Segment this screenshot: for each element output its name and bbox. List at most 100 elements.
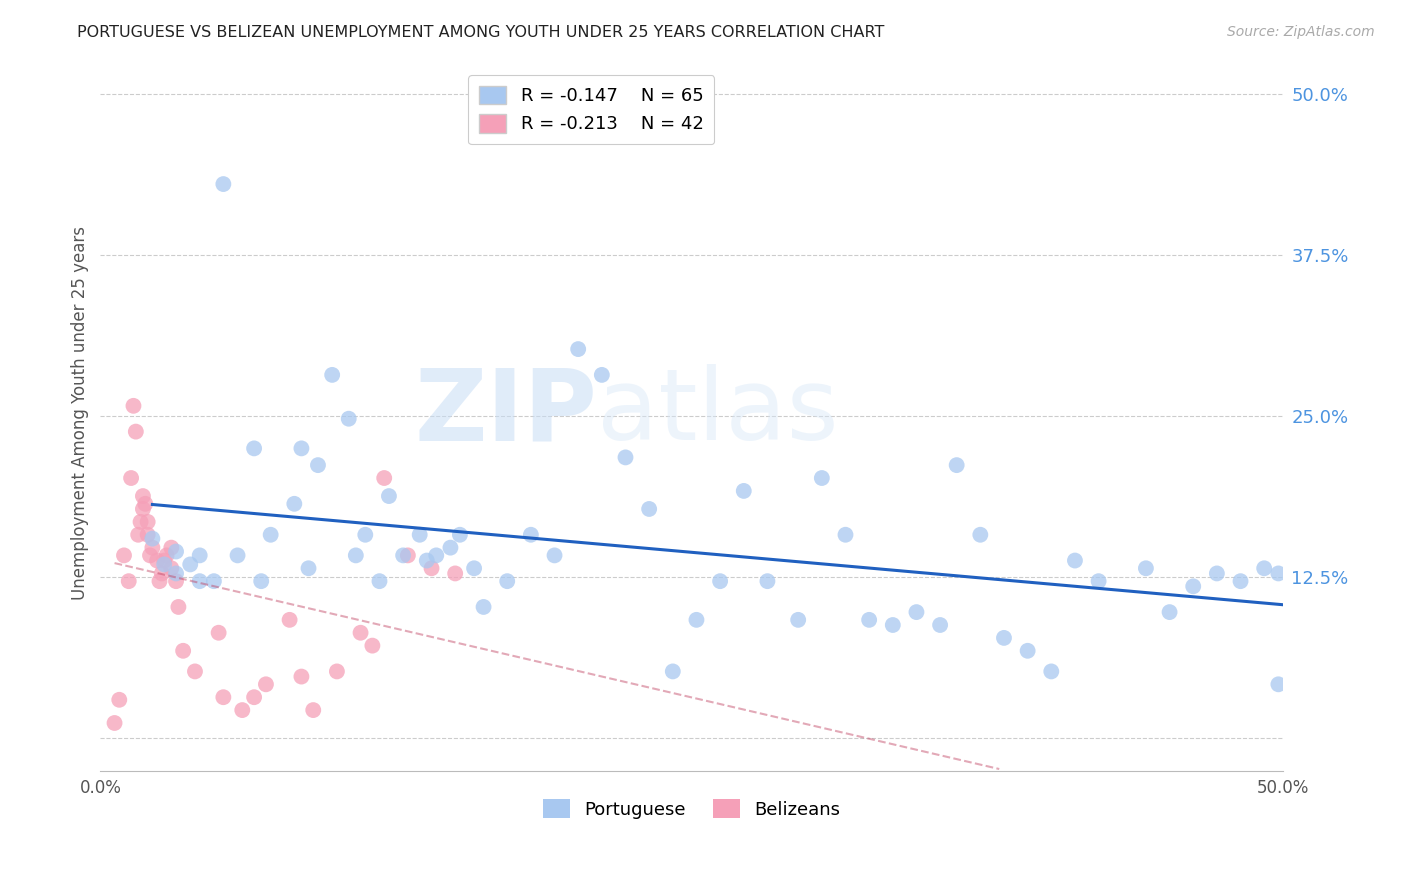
Point — [172, 644, 194, 658]
Point — [392, 549, 415, 563]
Point — [420, 561, 443, 575]
Point — [146, 553, 169, 567]
Point — [858, 613, 880, 627]
Point — [148, 574, 170, 589]
Point — [153, 558, 176, 572]
Point — [160, 541, 183, 555]
Point — [141, 541, 163, 555]
Point — [787, 613, 810, 627]
Point — [1087, 574, 1109, 589]
Point — [1229, 574, 1251, 589]
Point — [662, 665, 685, 679]
Point — [472, 599, 495, 614]
Point — [231, 703, 253, 717]
Point — [905, 605, 928, 619]
Point — [202, 574, 225, 589]
Point — [1159, 605, 1181, 619]
Point — [179, 558, 201, 572]
Point — [118, 574, 141, 589]
Point — [307, 458, 329, 472]
Point — [153, 553, 176, 567]
Text: PORTUGUESE VS BELIZEAN UNEMPLOYMENT AMONG YOUTH UNDER 25 YEARS CORRELATION CHART: PORTUGUESE VS BELIZEAN UNEMPLOYMENT AMON… — [77, 25, 884, 40]
Point — [373, 471, 395, 485]
Point — [250, 574, 273, 589]
Point — [141, 532, 163, 546]
Point — [520, 527, 543, 541]
Point — [614, 450, 637, 465]
Point — [290, 669, 312, 683]
Point — [165, 574, 187, 589]
Point — [120, 471, 142, 485]
Point — [1205, 566, 1227, 581]
Point — [444, 566, 467, 581]
Point — [150, 566, 173, 581]
Point — [108, 693, 131, 707]
Point — [167, 599, 190, 614]
Point — [349, 625, 371, 640]
Text: Source: ZipAtlas.com: Source: ZipAtlas.com — [1227, 25, 1375, 39]
Point — [449, 527, 471, 541]
Point — [409, 527, 432, 541]
Point — [1253, 561, 1275, 575]
Point — [165, 566, 187, 581]
Point — [416, 553, 439, 567]
Point — [463, 561, 485, 575]
Point — [188, 549, 211, 563]
Point — [243, 442, 266, 456]
Text: ZIP: ZIP — [415, 365, 598, 461]
Point — [132, 489, 155, 503]
Point — [354, 527, 377, 541]
Point — [882, 618, 904, 632]
Point — [165, 544, 187, 558]
Point — [136, 527, 159, 541]
Point — [439, 541, 461, 555]
Point — [321, 368, 343, 382]
Point — [155, 549, 177, 563]
Point — [160, 561, 183, 575]
Point — [125, 425, 148, 439]
Point — [260, 527, 283, 541]
Point — [1017, 644, 1039, 658]
Point — [378, 489, 401, 503]
Point — [945, 458, 967, 472]
Point — [709, 574, 731, 589]
Point — [361, 639, 384, 653]
Point — [297, 561, 319, 575]
Point — [254, 677, 277, 691]
Point — [1182, 579, 1205, 593]
Point — [811, 471, 834, 485]
Point — [638, 502, 661, 516]
Point — [1040, 665, 1063, 679]
Point — [278, 613, 301, 627]
Point — [127, 527, 149, 541]
Point — [290, 442, 312, 456]
Point — [425, 549, 447, 563]
Point — [685, 613, 707, 627]
Point — [243, 690, 266, 705]
Point — [283, 497, 305, 511]
Point — [134, 497, 156, 511]
Point — [756, 574, 779, 589]
Point — [212, 177, 235, 191]
Point — [1267, 677, 1289, 691]
Point — [929, 618, 952, 632]
Point — [344, 549, 367, 563]
Point — [207, 625, 229, 640]
Point — [184, 665, 207, 679]
Point — [112, 549, 135, 563]
Point — [136, 515, 159, 529]
Y-axis label: Unemployment Among Youth under 25 years: Unemployment Among Youth under 25 years — [72, 226, 89, 600]
Point — [733, 483, 755, 498]
Point — [226, 549, 249, 563]
Point — [496, 574, 519, 589]
Point — [129, 515, 152, 529]
Point — [132, 502, 155, 516]
Point — [337, 411, 360, 425]
Point — [567, 342, 589, 356]
Legend: Portuguese, Belizeans: Portuguese, Belizeans — [536, 792, 848, 826]
Point — [122, 399, 145, 413]
Point — [969, 527, 991, 541]
Point — [993, 631, 1015, 645]
Text: atlas: atlas — [598, 365, 839, 461]
Point — [1267, 566, 1289, 581]
